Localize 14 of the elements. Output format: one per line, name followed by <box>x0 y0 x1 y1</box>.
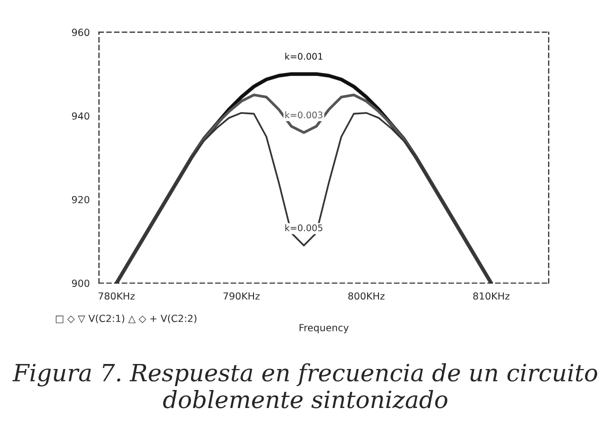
x-tick-label: 810KHz <box>473 292 510 300</box>
x-axis-title: Frequency <box>300 324 349 334</box>
text: Figura 7. Respuesta en frecuencia de un circuito doblemente sintonizado <box>12 363 598 409</box>
y-tick-label: 940 <box>72 112 90 120</box>
x-tick-label: 800KHz <box>348 292 385 300</box>
y-tick-label: 900 <box>72 280 90 287</box>
series-label: k=0.001 <box>285 52 322 60</box>
y-tick-label: 960 <box>72 28 90 36</box>
series-label: k=0.003 <box>285 111 322 118</box>
x-tick-label: 780KHz <box>98 292 135 300</box>
series-label: k=0.005 <box>285 224 322 232</box>
text: □ ◇ ▽ V(C2:1) △ ◇ + V(C2:2) <box>56 314 196 324</box>
y-tick-label: 920 <box>72 196 90 204</box>
x-tick-label: 790KHz <box>224 292 260 300</box>
